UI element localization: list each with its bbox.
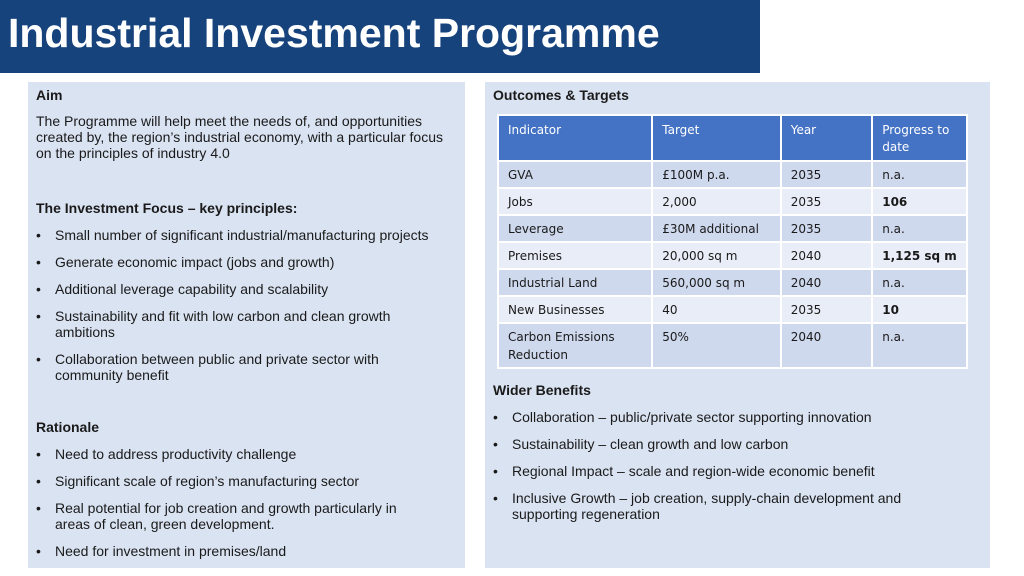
column-header-target: Target <box>651 114 782 162</box>
target-cell: £100M p.a. <box>651 160 782 189</box>
rationale-list: Need to address productivity challenge S… <box>36 446 461 559</box>
table-row: Carbon Emissions Reduction 50% 2040 n.a. <box>496 322 968 369</box>
year-cell: 2040 <box>779 268 874 297</box>
progress-cell: n.a. <box>871 214 968 243</box>
wider-benefits-heading: Wider Benefits <box>493 382 591 398</box>
title-bar: Industrial Investment Programme <box>0 0 760 73</box>
column-header-indicator: Indicator <box>496 114 654 162</box>
table-row: Leverage £30M additional 2035 n.a. <box>496 214 968 243</box>
progress-cell: 106 <box>871 187 968 216</box>
list-item: Need for investment in premises/land <box>36 543 461 559</box>
wider-benefits-list: Collaboration – public/private sector su… <box>493 409 963 522</box>
year-cell: 2035 <box>779 214 874 243</box>
progress-cell: n.a. <box>871 322 968 369</box>
aim-heading: Aim <box>36 87 63 103</box>
focus-heading: The Investment Focus – key principles: <box>36 200 298 216</box>
progress-cell: n.a. <box>871 268 968 297</box>
progress-cell: 1,125 sq m <box>871 241 968 270</box>
aim-text: The Programme will help meet the needs o… <box>36 113 443 161</box>
progress-cell: 10 <box>871 295 968 324</box>
table-row: New Businesses 40 2035 10 <box>496 295 968 324</box>
targets-table: Indicator Target Year Progress to date G… <box>496 114 968 369</box>
column-header-year: Year <box>779 114 874 162</box>
column-header-progress: Progress to date <box>871 114 968 162</box>
list-item: Sustainability and fit with low carbon a… <box>36 308 425 340</box>
target-cell: 40 <box>651 295 782 324</box>
year-cell: 2035 <box>779 187 874 216</box>
list-item: Generate economic impact (jobs and growt… <box>36 254 461 270</box>
list-item: Collaboration between public and private… <box>36 351 425 383</box>
table-row: Industrial Land 560,000 sq m 2040 n.a. <box>496 268 968 297</box>
list-item: Regional Impact – scale and region-wide … <box>493 463 963 479</box>
year-cell: 2040 <box>779 241 874 270</box>
list-item: Additional leverage capability and scala… <box>36 281 461 297</box>
table-row: Jobs 2,000 2035 106 <box>496 187 968 216</box>
list-item: Significant scale of region’s manufactur… <box>36 473 461 489</box>
list-item: Small number of significant industrial/m… <box>36 227 461 243</box>
list-item: Real potential for job creation and grow… <box>36 500 435 532</box>
indicator-cell: Leverage <box>496 214 654 243</box>
target-cell: 20,000 sq m <box>651 241 782 270</box>
target-cell: 50% <box>651 322 782 369</box>
indicator-cell: Premises <box>496 241 654 270</box>
page-title: Industrial Investment Programme <box>8 10 660 56</box>
list-item: Collaboration – public/private sector su… <box>493 409 963 425</box>
indicator-cell: New Businesses <box>496 295 654 324</box>
indicator-cell: Industrial Land <box>496 268 654 297</box>
rationale-heading: Rationale <box>36 419 100 435</box>
target-cell: 2,000 <box>651 187 782 216</box>
target-cell: £30M additional <box>651 214 782 243</box>
table-header-row: Indicator Target Year Progress to date <box>496 114 968 162</box>
list-item: Need to address productivity challenge <box>36 446 461 462</box>
targets-table-body: GVA £100M p.a. 2035 n.a. Jobs 2,000 2035 106 Lev… <box>496 160 968 369</box>
indicator-cell: Carbon Emissions Reduction <box>496 322 654 369</box>
progress-cell: n.a. <box>871 160 968 189</box>
list-item: Inclusive Growth – job creation, supply-… <box>493 490 963 522</box>
table-row: Premises 20,000 sq m 2040 1,125 sq m <box>496 241 968 270</box>
year-cell: 2040 <box>779 322 874 369</box>
list-item: Sustainability – clean growth and low ca… <box>493 436 963 452</box>
indicator-cell: GVA <box>496 160 654 189</box>
year-cell: 2035 <box>779 295 874 324</box>
focus-list: Small number of significant industrial/m… <box>36 227 461 383</box>
indicator-cell: Jobs <box>496 187 654 216</box>
outcomes-heading: Outcomes & Targets <box>493 87 629 103</box>
year-cell: 2035 <box>779 160 874 189</box>
table-row: GVA £100M p.a. 2035 n.a. <box>496 160 968 189</box>
target-cell: 560,000 sq m <box>651 268 782 297</box>
